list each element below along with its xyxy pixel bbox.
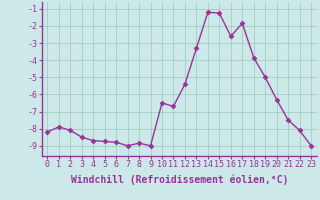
X-axis label: Windchill (Refroidissement éolien,°C): Windchill (Refroidissement éolien,°C) — [70, 175, 288, 185]
